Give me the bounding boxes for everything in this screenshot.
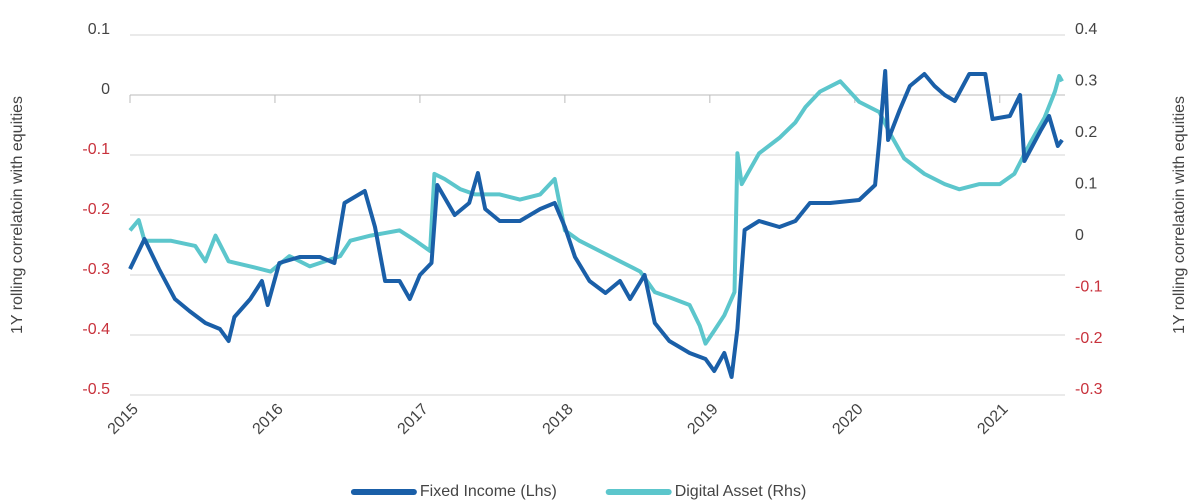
x-tick-label: 2016 <box>250 401 287 438</box>
legend-label: Fixed Income (Lhs) <box>420 483 557 500</box>
legend-label: Digital Asset (Rhs) <box>675 483 807 500</box>
y2-axis-label: 1Y rolling correlatoin with equities <box>1171 96 1188 334</box>
series-line <box>128 69 1064 379</box>
y-tick-label: -0.3 <box>82 261 110 278</box>
y-tick-label: 0.1 <box>88 21 110 38</box>
y-tick-label: -0.1 <box>82 141 110 158</box>
y2-tick-label: -0.3 <box>1075 381 1103 398</box>
y-tick-label: -0.2 <box>82 201 110 218</box>
y2-tick-label: -0.2 <box>1075 330 1103 347</box>
y2-tick-label: 0.2 <box>1075 124 1097 141</box>
y2-tick-label: -0.1 <box>1075 278 1103 295</box>
y-tick-label: 0 <box>101 81 110 98</box>
x-tick-label: 2017 <box>395 401 432 438</box>
y2-tick-label: 0 <box>1075 227 1084 244</box>
x-tick-label: 2015 <box>105 401 142 438</box>
x-tick-label: 2019 <box>684 401 721 438</box>
y-axis-label: 1Y rolling correlatoin with equities <box>9 96 26 334</box>
y-tick-label: -0.5 <box>82 381 110 398</box>
y2-tick-label: 0.1 <box>1075 176 1097 193</box>
y2-tick-label: 0.4 <box>1075 21 1097 38</box>
x-tick-label: 2018 <box>540 401 577 438</box>
x-tick-label: 2020 <box>829 401 866 438</box>
x-tick-label: 2021 <box>974 401 1011 438</box>
y-tick-label: -0.4 <box>82 321 110 338</box>
y2-tick-label: 0.3 <box>1075 73 1097 90</box>
